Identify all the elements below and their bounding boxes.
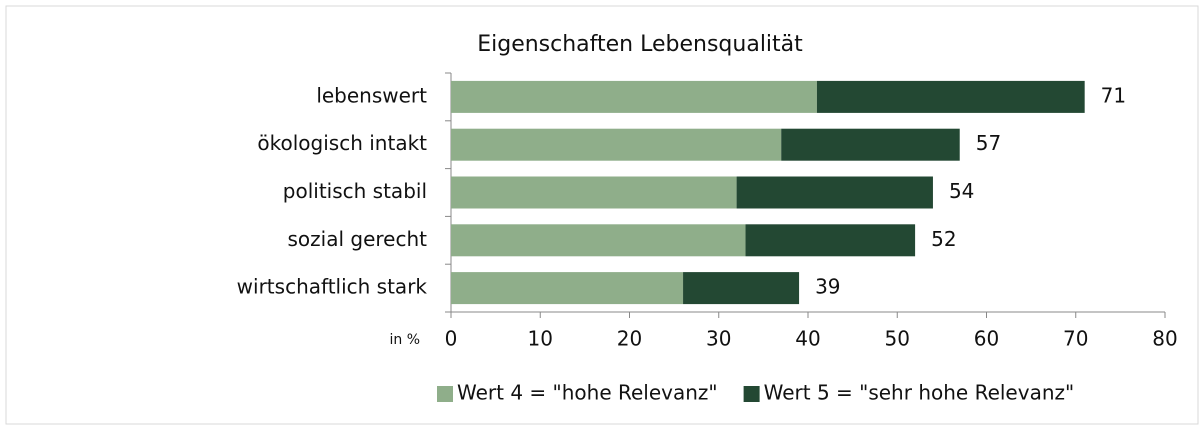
y-tick-label: sozial gerecht xyxy=(288,227,428,251)
legend-label: Wert 5 = "sehr hohe Relevanz" xyxy=(764,381,1075,405)
bar-segment xyxy=(451,176,737,209)
x-tick-label: 20 xyxy=(617,327,642,351)
bar-segment xyxy=(451,128,782,161)
legend-label: Wert 4 = "hohe Relevanz" xyxy=(457,381,718,405)
bar-segment xyxy=(451,80,817,113)
bar-segment xyxy=(745,224,916,257)
y-tick-label: politisch stabil xyxy=(283,179,427,203)
x-tick-label: 60 xyxy=(974,327,999,351)
chart-title: Eigenschaften Lebensqualität xyxy=(477,32,803,57)
total-label: 57 xyxy=(976,131,1001,155)
total-label: 54 xyxy=(949,179,974,203)
total-label: 71 xyxy=(1101,83,1126,107)
chart-frame xyxy=(5,5,1199,425)
legend-swatch xyxy=(437,386,453,402)
x-axis-label: in % xyxy=(389,332,420,348)
bar-segment xyxy=(683,272,800,305)
y-tick-label: wirtschaftlich stark xyxy=(237,275,428,299)
y-tick-label: lebenswert xyxy=(316,83,427,107)
x-tick-label: 10 xyxy=(528,327,553,351)
bar-segment xyxy=(781,128,960,161)
x-tick-label: 0 xyxy=(445,327,458,351)
x-tick-label: 50 xyxy=(885,327,910,351)
bar-segment xyxy=(451,224,746,257)
x-tick-label: 30 xyxy=(706,327,731,351)
x-tick-label: 70 xyxy=(1063,327,1088,351)
y-tick-label: ökologisch intakt xyxy=(257,131,427,155)
bar-segment xyxy=(736,176,933,209)
total-label: 52 xyxy=(931,227,956,251)
total-label: 39 xyxy=(815,275,840,299)
legend-swatch xyxy=(743,386,760,402)
bar-segment xyxy=(451,272,684,305)
x-tick-label: 80 xyxy=(1152,327,1177,351)
x-tick-label: 40 xyxy=(795,327,820,351)
bar-segment xyxy=(816,80,1085,113)
